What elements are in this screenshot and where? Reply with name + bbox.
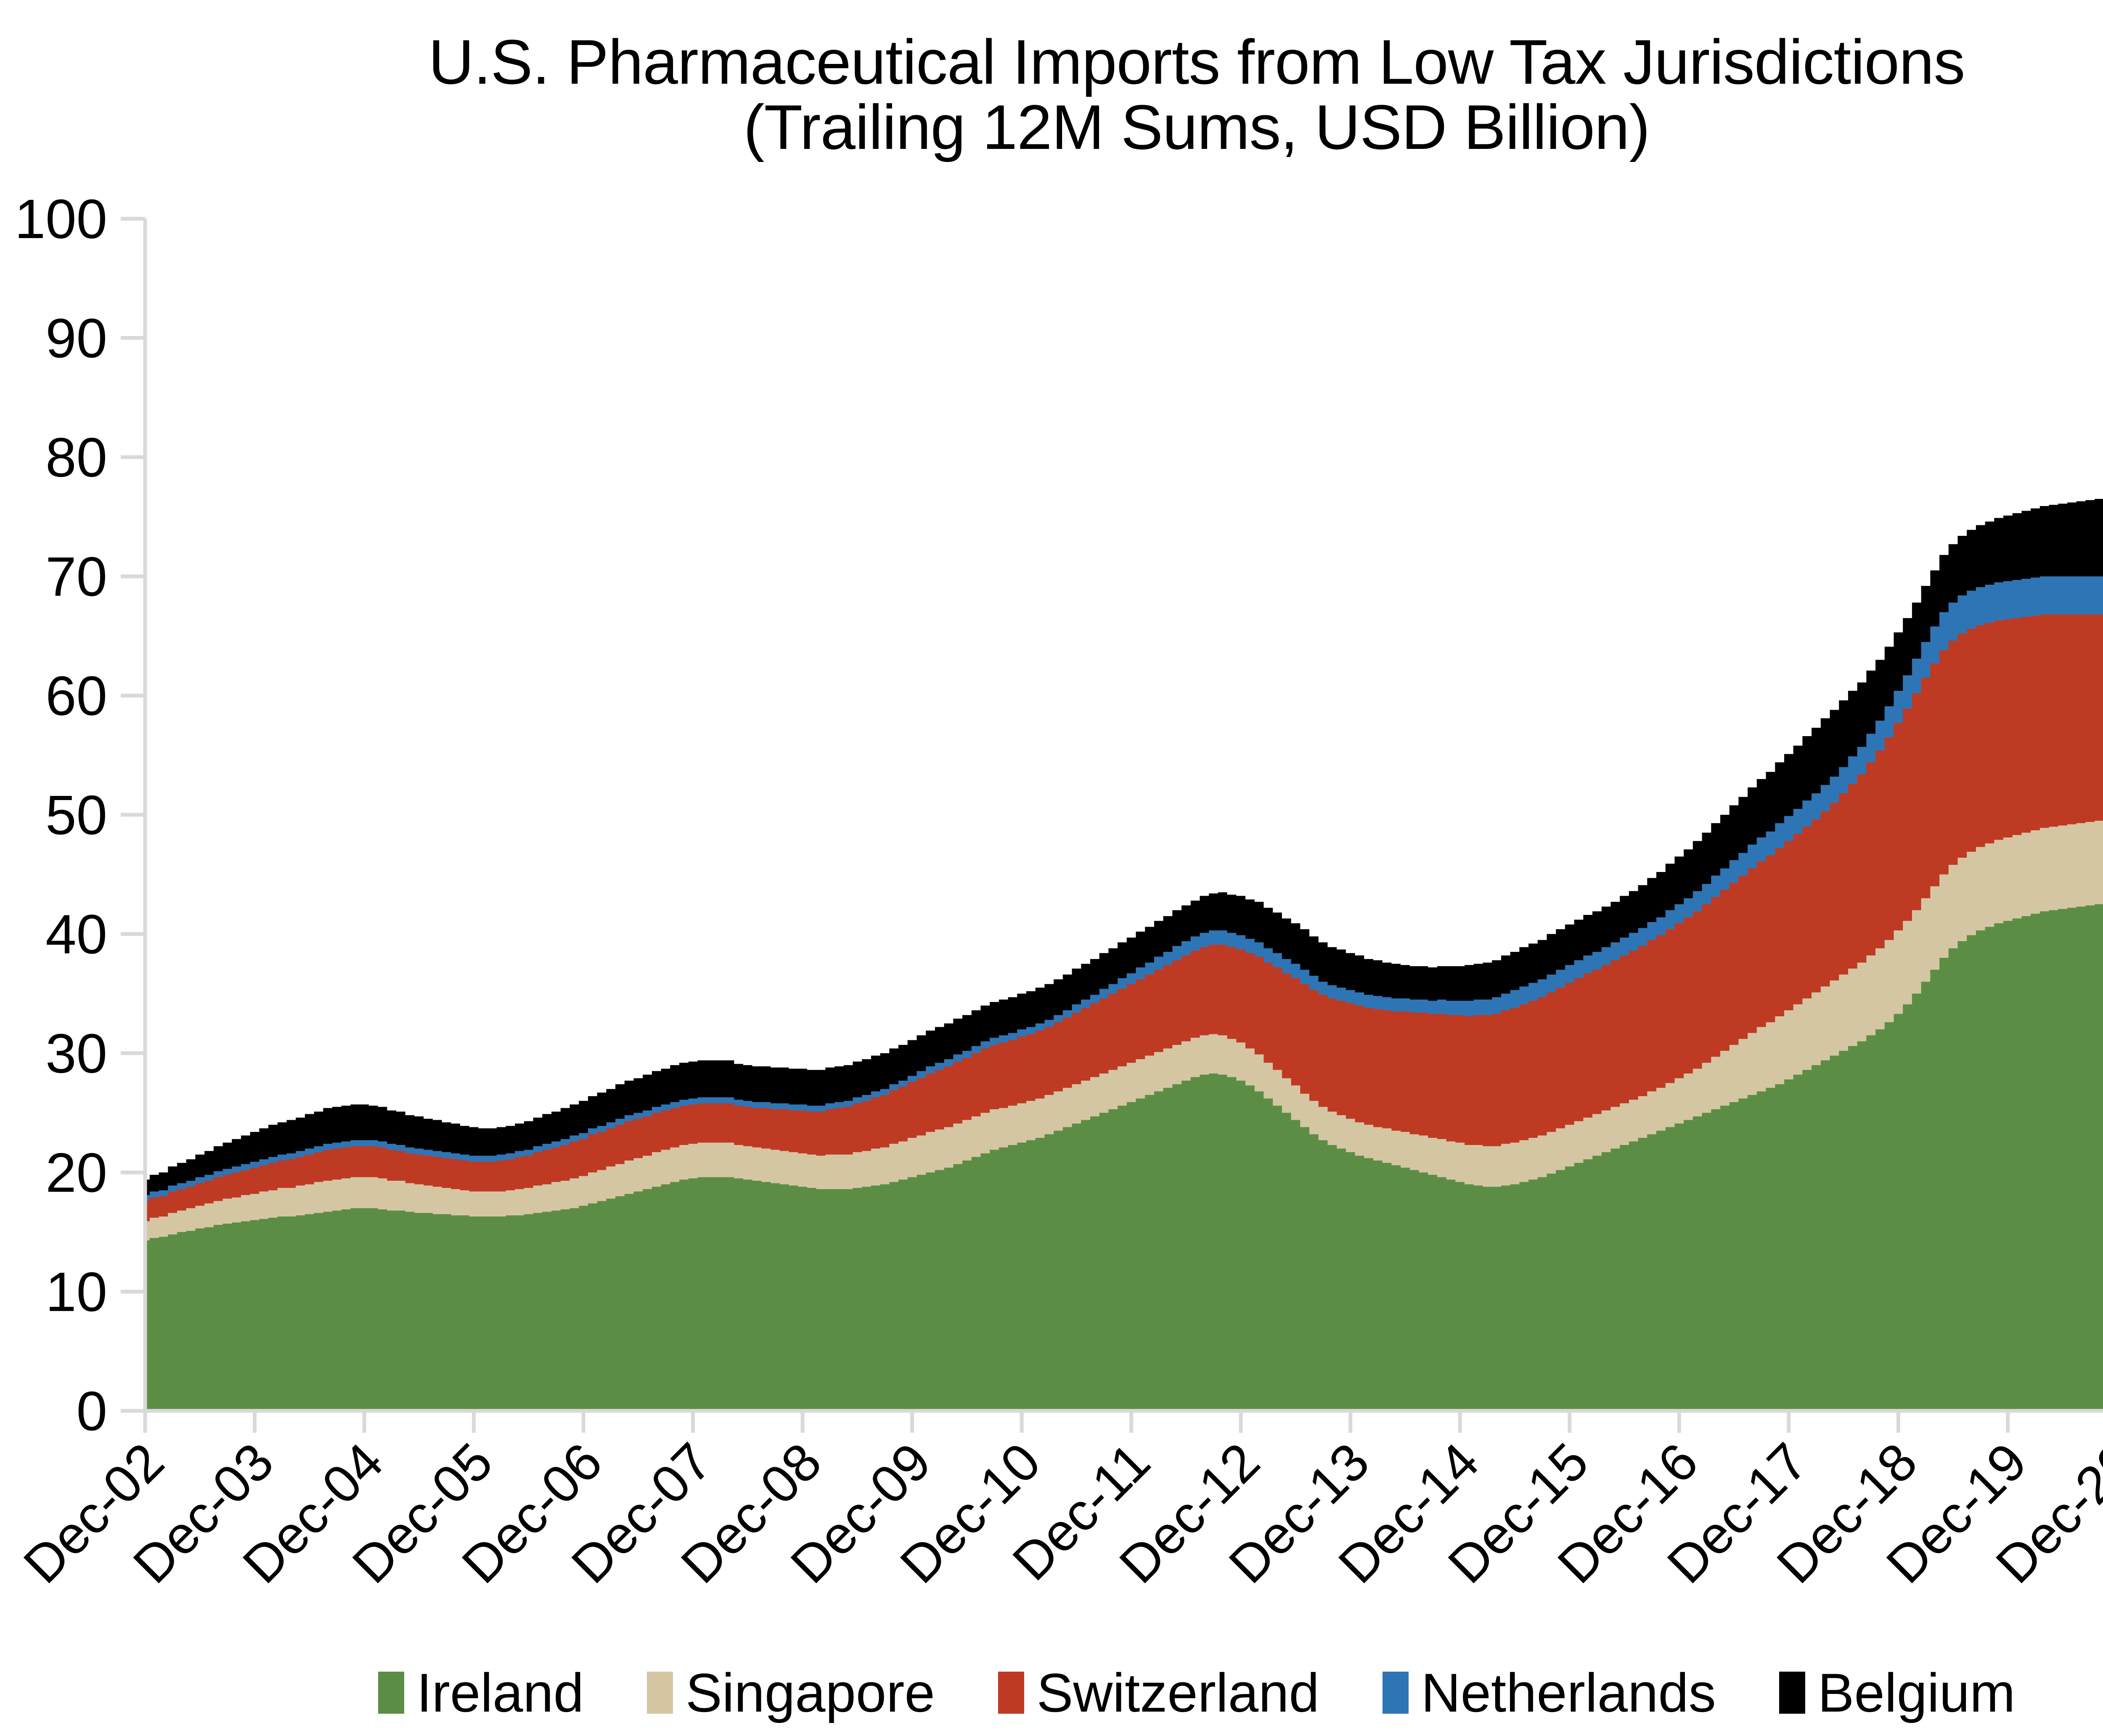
legend-label-belgium: Belgium	[1817, 1662, 2016, 1723]
y-tick-label: 30	[45, 1023, 107, 1084]
y-axis: 0 10 20 30 40 50 60 70 80 90 100	[15, 188, 2103, 1442]
y-tick-label: 90	[45, 307, 107, 369]
legend-item-belgium[interactable]: Belgium	[1779, 1662, 2016, 1723]
y-tick-label: 10	[45, 1261, 107, 1323]
legend-swatch-icon-singapore	[647, 1672, 673, 1714]
legend-item-singapore[interactable]: Singapore	[647, 1665, 935, 1720]
legend-swatch-icon-ireland	[378, 1672, 404, 1714]
y-tick-label: 40	[45, 903, 107, 965]
legend-item-netherlands[interactable]: Netherlands	[1382, 1662, 1716, 1723]
legend-item-ireland[interactable]: Ireland	[378, 1665, 584, 1720]
legend-label-netherlands: Netherlands	[1421, 1662, 1716, 1723]
legend-item-switzerland[interactable]: Switzerland	[998, 1665, 1319, 1720]
y-tick-label: 50	[45, 784, 107, 846]
legend-label-singapore: Singapore	[686, 1662, 935, 1723]
x-axis: Dec-02Dec-03Dec-04Dec-05Dec-06Dec-07Dec-…	[12, 1411, 2103, 1594]
y-tick-label: 80	[45, 427, 107, 488]
y-tick-label: 60	[45, 665, 107, 727]
area-series-ireland	[145, 904, 2103, 1411]
legend-swatch-icon-netherlands	[1382, 1672, 1409, 1714]
y-tick-label: 100	[15, 188, 107, 250]
area-series-group	[145, 498, 2103, 1411]
legend-label-switzerland: Switzerland	[1036, 1662, 1319, 1723]
legend-swatch-icon-switzerland	[998, 1672, 1024, 1714]
y-tick-label: 0	[77, 1380, 107, 1442]
legend-label-ireland: Ireland	[416, 1662, 584, 1723]
chart-legend: Ireland Singapore Switzerland Netherland…	[0, 1665, 2103, 1720]
y-tick-label: 70	[45, 546, 107, 607]
y-tick-label: 20	[45, 1142, 107, 1203]
legend-swatch-icon-belgium	[1779, 1672, 1805, 1714]
